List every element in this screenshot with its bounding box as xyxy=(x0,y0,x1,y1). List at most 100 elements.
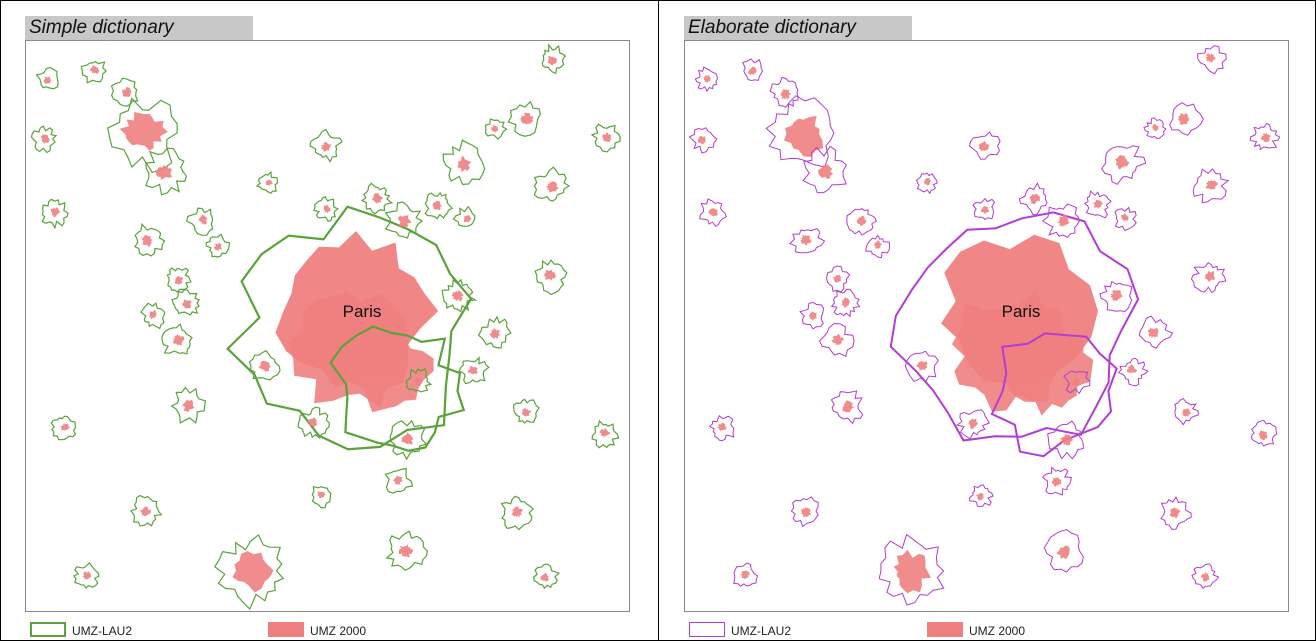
town-boundary xyxy=(789,228,826,254)
town-boundary xyxy=(442,139,486,186)
town-boundary xyxy=(790,496,819,528)
town-urban-zone xyxy=(149,310,157,320)
town-boundary xyxy=(1018,182,1048,215)
town-urban-zone xyxy=(198,214,208,225)
town-urban-zone xyxy=(800,234,812,246)
town-boundary xyxy=(688,127,718,154)
town-boundary xyxy=(865,234,891,259)
town-urban-zone xyxy=(1205,179,1218,190)
town-urban-zone xyxy=(708,208,718,217)
map-view[interactable]: Paris xyxy=(25,40,630,612)
legend: UMZ-LAU2 UMZ 2000 xyxy=(0,619,658,639)
town-boundary xyxy=(1041,203,1080,238)
town-urban-zone xyxy=(748,66,757,76)
town-urban-zone xyxy=(783,115,824,157)
town-urban-zone xyxy=(1260,132,1271,143)
town-boundary xyxy=(1192,168,1230,204)
town-boundary xyxy=(214,533,285,611)
town-urban-zone xyxy=(181,399,195,413)
town-boundary xyxy=(826,265,851,293)
town-urban-zone xyxy=(1204,270,1215,283)
town-urban-zone xyxy=(372,193,384,204)
town-boundary xyxy=(360,182,394,215)
town-boundary xyxy=(405,368,433,393)
town-urban-zone xyxy=(980,206,989,214)
town-boundary xyxy=(1250,419,1278,447)
town-urban-zone xyxy=(547,55,557,66)
legend-boundary-swatch xyxy=(30,622,66,637)
town-urban-zone xyxy=(831,334,844,346)
town-boundary xyxy=(1169,102,1204,136)
town-urban-zone xyxy=(232,551,274,593)
town-boundary xyxy=(694,66,718,93)
town-urban-zone xyxy=(1056,214,1070,227)
town-boundary xyxy=(512,398,540,424)
town-boundary xyxy=(904,350,939,383)
town-urban-zone xyxy=(1169,507,1181,519)
town-urban-zone xyxy=(703,74,711,83)
town-urban-zone xyxy=(213,242,222,251)
town-boundary xyxy=(50,415,77,441)
town-urban-zone xyxy=(259,360,272,372)
town-urban-zone xyxy=(1059,434,1074,446)
town-boundary xyxy=(205,233,231,258)
town-boundary xyxy=(955,409,991,440)
legend-boundary-swatch xyxy=(689,622,725,637)
town-boundary xyxy=(830,390,864,425)
town-urban-zone xyxy=(544,269,556,281)
town-boundary xyxy=(140,302,166,330)
town-urban-zone xyxy=(976,492,985,501)
town-urban-zone xyxy=(40,134,50,144)
town-urban-zone xyxy=(1093,199,1103,209)
town-urban-zone xyxy=(916,360,928,371)
town-boundary xyxy=(1099,280,1133,313)
legend: UMZ-LAU2 UMZ 2000 xyxy=(659,619,1316,639)
town-urban-zone xyxy=(90,65,100,74)
town-boundary xyxy=(35,66,59,90)
town-urban-zone xyxy=(43,76,52,84)
town-urban-zone xyxy=(432,200,443,211)
town-boundary xyxy=(171,288,201,316)
town-urban-zone xyxy=(602,132,612,143)
town-boundary xyxy=(1174,397,1199,426)
town-urban-zone xyxy=(521,407,531,417)
town-urban-zone xyxy=(1120,213,1129,222)
town-boundary xyxy=(1047,420,1084,460)
town-urban-zone xyxy=(717,422,728,432)
town-boundary xyxy=(1143,117,1167,140)
town-boundary xyxy=(311,485,332,509)
town-urban-zone xyxy=(873,240,882,249)
town-urban-zone xyxy=(520,112,534,125)
town-boundary xyxy=(80,61,107,84)
town-urban-zone xyxy=(317,491,326,499)
town-boundary xyxy=(1043,529,1084,573)
town-urban-zone xyxy=(50,207,61,218)
legend-boundary-label: UMZ-LAU2 xyxy=(72,624,133,638)
town-boundary xyxy=(878,533,945,606)
town-boundary xyxy=(1197,45,1227,75)
town-boundary xyxy=(534,259,568,296)
legend-urban-swatch xyxy=(268,622,304,637)
town-boundary xyxy=(1063,370,1091,395)
town-boundary xyxy=(385,530,428,571)
town-urban-zone xyxy=(265,179,273,187)
town-boundary xyxy=(590,123,621,153)
map-view[interactable]: Paris xyxy=(684,40,1289,612)
town-boundary xyxy=(384,201,424,239)
town-boundary xyxy=(507,100,541,137)
town-boundary xyxy=(1249,122,1281,151)
town-boundary xyxy=(297,406,330,439)
panel-simple: Simple dictionary Paris UMZ-LAU2 UMZ 200… xyxy=(0,16,658,639)
town-urban-zone xyxy=(893,549,931,594)
map-canvas: Paris xyxy=(688,45,1281,606)
town-boundary xyxy=(30,125,58,154)
city-label-paris: Paris xyxy=(343,302,382,321)
town-boundary xyxy=(389,419,428,461)
town-boundary xyxy=(110,77,139,107)
town-urban-zone xyxy=(323,204,331,214)
town-urban-zone xyxy=(1056,545,1070,560)
town-urban-zone xyxy=(1181,407,1191,417)
town-boundary xyxy=(424,191,454,220)
town-urban-zone xyxy=(82,571,92,580)
town-urban-zone xyxy=(511,506,523,518)
